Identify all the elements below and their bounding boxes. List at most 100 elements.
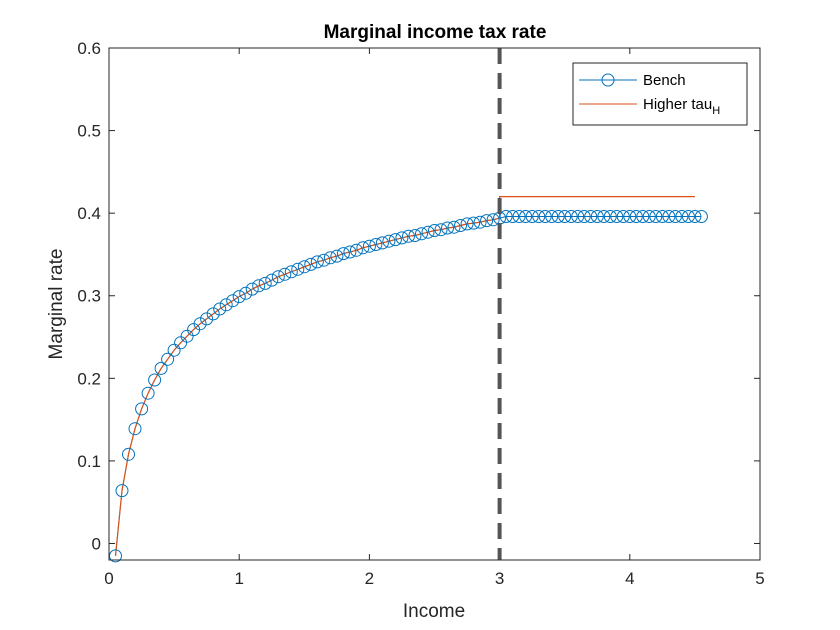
- y-tick-label: 0.5: [77, 122, 101, 141]
- bench-point: [616, 210, 630, 223]
- bench-point: [154, 361, 168, 375]
- legend-higher-text: Higher tau: [643, 96, 712, 113]
- bench-point: [258, 276, 272, 290]
- y-axis-label: Marginal rate: [46, 249, 67, 360]
- bench-point: [597, 210, 611, 223]
- bench-point: [564, 210, 578, 223]
- bench-point: [486, 213, 500, 227]
- y-tick-label: 0.6: [77, 39, 101, 58]
- bench-point: [336, 247, 350, 261]
- bench-point: [323, 251, 337, 265]
- bench-point: [584, 210, 598, 223]
- bench-point: [415, 227, 428, 241]
- bench-point: [232, 290, 246, 304]
- bench-point: [681, 210, 695, 223]
- bench-point: [428, 224, 441, 237]
- bench-point: [434, 223, 448, 237]
- bench-point: [506, 210, 520, 223]
- bench-point: [219, 298, 233, 312]
- bench-point: [447, 220, 461, 234]
- bench-point: [519, 210, 533, 223]
- bench-point: [603, 210, 617, 223]
- chart-title: Marginal income tax rate: [324, 22, 547, 43]
- bench-point: [545, 210, 559, 223]
- bench-point: [291, 262, 305, 276]
- bench-point: [642, 210, 656, 223]
- x-tick-label: 0: [104, 569, 113, 588]
- bench-point: [408, 229, 422, 242]
- bench-point: [551, 210, 565, 223]
- bench-point: [454, 219, 467, 232]
- bench-point: [480, 214, 494, 228]
- x-tick-label: 2: [365, 569, 374, 588]
- bench-point: [532, 210, 546, 223]
- bench-point: [662, 210, 676, 223]
- bench-point: [473, 215, 487, 229]
- series-higher-line: [114, 196, 695, 556]
- bench-point: [245, 282, 259, 296]
- bench-point: [577, 210, 591, 223]
- bench-point: [115, 484, 129, 498]
- bench-point: [304, 257, 318, 271]
- bench-point: [252, 279, 266, 293]
- bench-point: [141, 386, 155, 400]
- bench-point: [265, 273, 279, 287]
- bench-point: [148, 373, 162, 387]
- bench-point: [161, 352, 175, 366]
- y-tick-label: 0.3: [77, 287, 101, 306]
- legend: Bench Higher tauH: [572, 62, 748, 126]
- bench-point: [668, 210, 682, 223]
- bench-point: [441, 221, 454, 235]
- legend-higher-subscript: H: [712, 105, 720, 117]
- legend-higher-label: Higher tauH: [643, 96, 720, 117]
- y-tick-label: 0.4: [77, 204, 101, 223]
- bench-point: [421, 225, 435, 239]
- bench-point: [330, 249, 344, 263]
- x-tick-labels: 0 1 2 3 4 5: [104, 569, 764, 588]
- bench-point: [239, 286, 253, 300]
- bench-point: [213, 302, 227, 316]
- bench-point: [284, 265, 298, 279]
- legend-box: [572, 62, 748, 126]
- bench-point: [193, 317, 207, 331]
- bench-point: [649, 210, 663, 223]
- bench-point: [135, 402, 149, 416]
- bench-point: [467, 216, 481, 230]
- x-tick-label: 4: [625, 569, 634, 588]
- bench-point: [375, 236, 389, 250]
- bench-point: [610, 210, 624, 223]
- x-tick-label: 1: [234, 569, 243, 588]
- bench-point: [297, 260, 311, 274]
- bench-point: [382, 234, 396, 248]
- y-tick-label: 0: [92, 534, 101, 553]
- bench-point: [128, 422, 142, 436]
- x-tick-label: 5: [755, 569, 764, 588]
- bench-point: [688, 210, 702, 223]
- bench-point: [460, 217, 474, 231]
- bench-point: [356, 241, 370, 255]
- bench-point: [675, 210, 689, 223]
- bench-point: [590, 210, 604, 223]
- bench-point: [369, 238, 383, 251]
- bench-point: [623, 210, 637, 223]
- bench-point: [317, 253, 331, 267]
- bench-point: [499, 210, 513, 223]
- bench-point: [538, 210, 552, 223]
- legend-bench-label: Bench: [643, 72, 686, 89]
- legend-bench-marker: [601, 73, 615, 87]
- x-axis-label: Income: [403, 601, 465, 622]
- x-tick-label: 3: [495, 569, 504, 588]
- bench-point: [655, 210, 669, 223]
- bench-point: [174, 336, 188, 350]
- bench-point: [167, 343, 181, 357]
- bench-point: [226, 294, 240, 308]
- axes-box: [108, 47, 761, 561]
- bench-point: [343, 245, 357, 259]
- bench-point: [388, 233, 402, 247]
- bench-point: [395, 231, 409, 245]
- bench-point: [180, 329, 194, 343]
- plot-area: [109, 48, 760, 560]
- bench-point: [200, 312, 214, 326]
- bench-point: [349, 243, 363, 257]
